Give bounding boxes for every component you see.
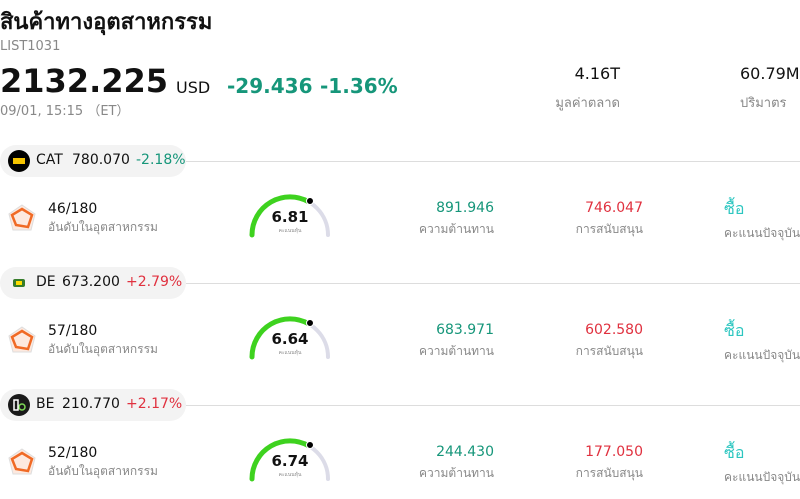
title: สินค้าทางอุตสาหกรรม <box>0 10 213 35</box>
rank-label: อันดับในอุตสาหกรรม <box>48 464 158 478</box>
gauge-fill <box>249 194 312 238</box>
ticker: CAT <box>36 152 63 168</box>
gauge-fill <box>249 316 312 360</box>
ticker: DE <box>36 274 56 290</box>
rank-icon <box>8 326 36 353</box>
stock-change: +2.17% <box>126 396 183 412</box>
score-label: คะแนนหุ้น <box>278 350 302 356</box>
action-label: คะแนนปัจจุบัน <box>724 348 800 362</box>
stock-price: 780.070 <box>72 152 130 168</box>
stock-pill[interactable] <box>0 145 186 177</box>
icon-fg <box>10 451 34 473</box>
action: ซื้อ <box>724 443 745 462</box>
gauge-dot <box>306 441 314 449</box>
score-label: คะแนนหุ้น <box>278 228 302 234</box>
stat-value: 60.79M <box>740 64 800 83</box>
currency: USD <box>176 78 211 97</box>
logo-mark <box>13 158 25 164</box>
rank: 46/180 <box>48 201 98 217</box>
score-label: คะแนนหุ้น <box>278 472 302 478</box>
change: -29.436 <box>227 74 313 98</box>
action: ซื้อ <box>724 199 745 218</box>
price: 2132.225 <box>0 62 169 100</box>
stock-pill[interactable] <box>0 267 186 299</box>
score: 6.64 <box>271 330 309 348</box>
stock-logo <box>8 272 30 294</box>
stock-logo <box>8 150 30 172</box>
logo-mark <box>13 399 19 411</box>
resistance: 891.946 <box>436 200 494 216</box>
icon-fg <box>10 329 34 351</box>
resistance: 244.430 <box>436 444 494 460</box>
gauge <box>249 194 330 238</box>
action: ซื้อ <box>724 321 745 340</box>
stat-label: ปริมาตร <box>740 96 787 111</box>
gauge <box>249 316 330 360</box>
score: 6.74 <box>271 452 309 470</box>
logo-mark <box>16 281 22 285</box>
logo-mark <box>18 403 26 411</box>
support: 602.580 <box>585 322 643 338</box>
rank-icon <box>8 204 36 231</box>
separator <box>186 283 800 284</box>
gauge <box>249 438 330 482</box>
stock-price: 210.770 <box>62 396 120 412</box>
rank: 52/180 <box>48 445 98 461</box>
gauge-dot <box>306 197 314 205</box>
separator <box>186 405 800 406</box>
stock-change: +2.79% <box>126 274 183 290</box>
support-label: การสนับสนุน <box>575 222 643 236</box>
icon-fg <box>10 207 34 229</box>
support-label: การสนับสนุน <box>575 344 643 358</box>
rank-label: อันดับในอุตสาหกรรม <box>48 220 158 234</box>
support: 177.050 <box>585 444 643 460</box>
action-label: คะแนนปัจจุบัน <box>724 226 800 240</box>
rank-label: อันดับในอุตสาหกรรม <box>48 342 158 356</box>
gauge-dot <box>306 319 314 327</box>
change-pct: -1.36% <box>320 74 398 98</box>
support: 746.047 <box>585 200 643 216</box>
stat-label: มูลค่าตลาด <box>555 96 620 111</box>
stock-price: 673.200 <box>62 274 120 290</box>
stock-logo <box>8 394 30 416</box>
stock-change: -2.18% <box>136 152 186 168</box>
separator <box>186 161 800 162</box>
resistance-label: ความต้านทาน <box>419 466 494 480</box>
support-label: การสนับสนุน <box>575 466 643 480</box>
time: 09/01, 15:15 （ET） <box>0 104 130 119</box>
resistance-label: ความต้านทาน <box>419 344 494 358</box>
stock-pill[interactable] <box>0 389 186 421</box>
resistance: 683.971 <box>436 322 494 338</box>
rank-icon <box>8 448 36 475</box>
rank: 57/180 <box>48 323 98 339</box>
score: 6.81 <box>271 208 309 226</box>
ticker: BE <box>36 396 55 412</box>
stat-value: 4.16T <box>574 64 620 83</box>
gauge-fill <box>249 438 312 482</box>
code: LIST1031 <box>0 39 61 54</box>
resistance-label: ความต้านทาน <box>419 222 494 236</box>
action-label: คะแนนปัจจุบัน <box>724 470 800 484</box>
